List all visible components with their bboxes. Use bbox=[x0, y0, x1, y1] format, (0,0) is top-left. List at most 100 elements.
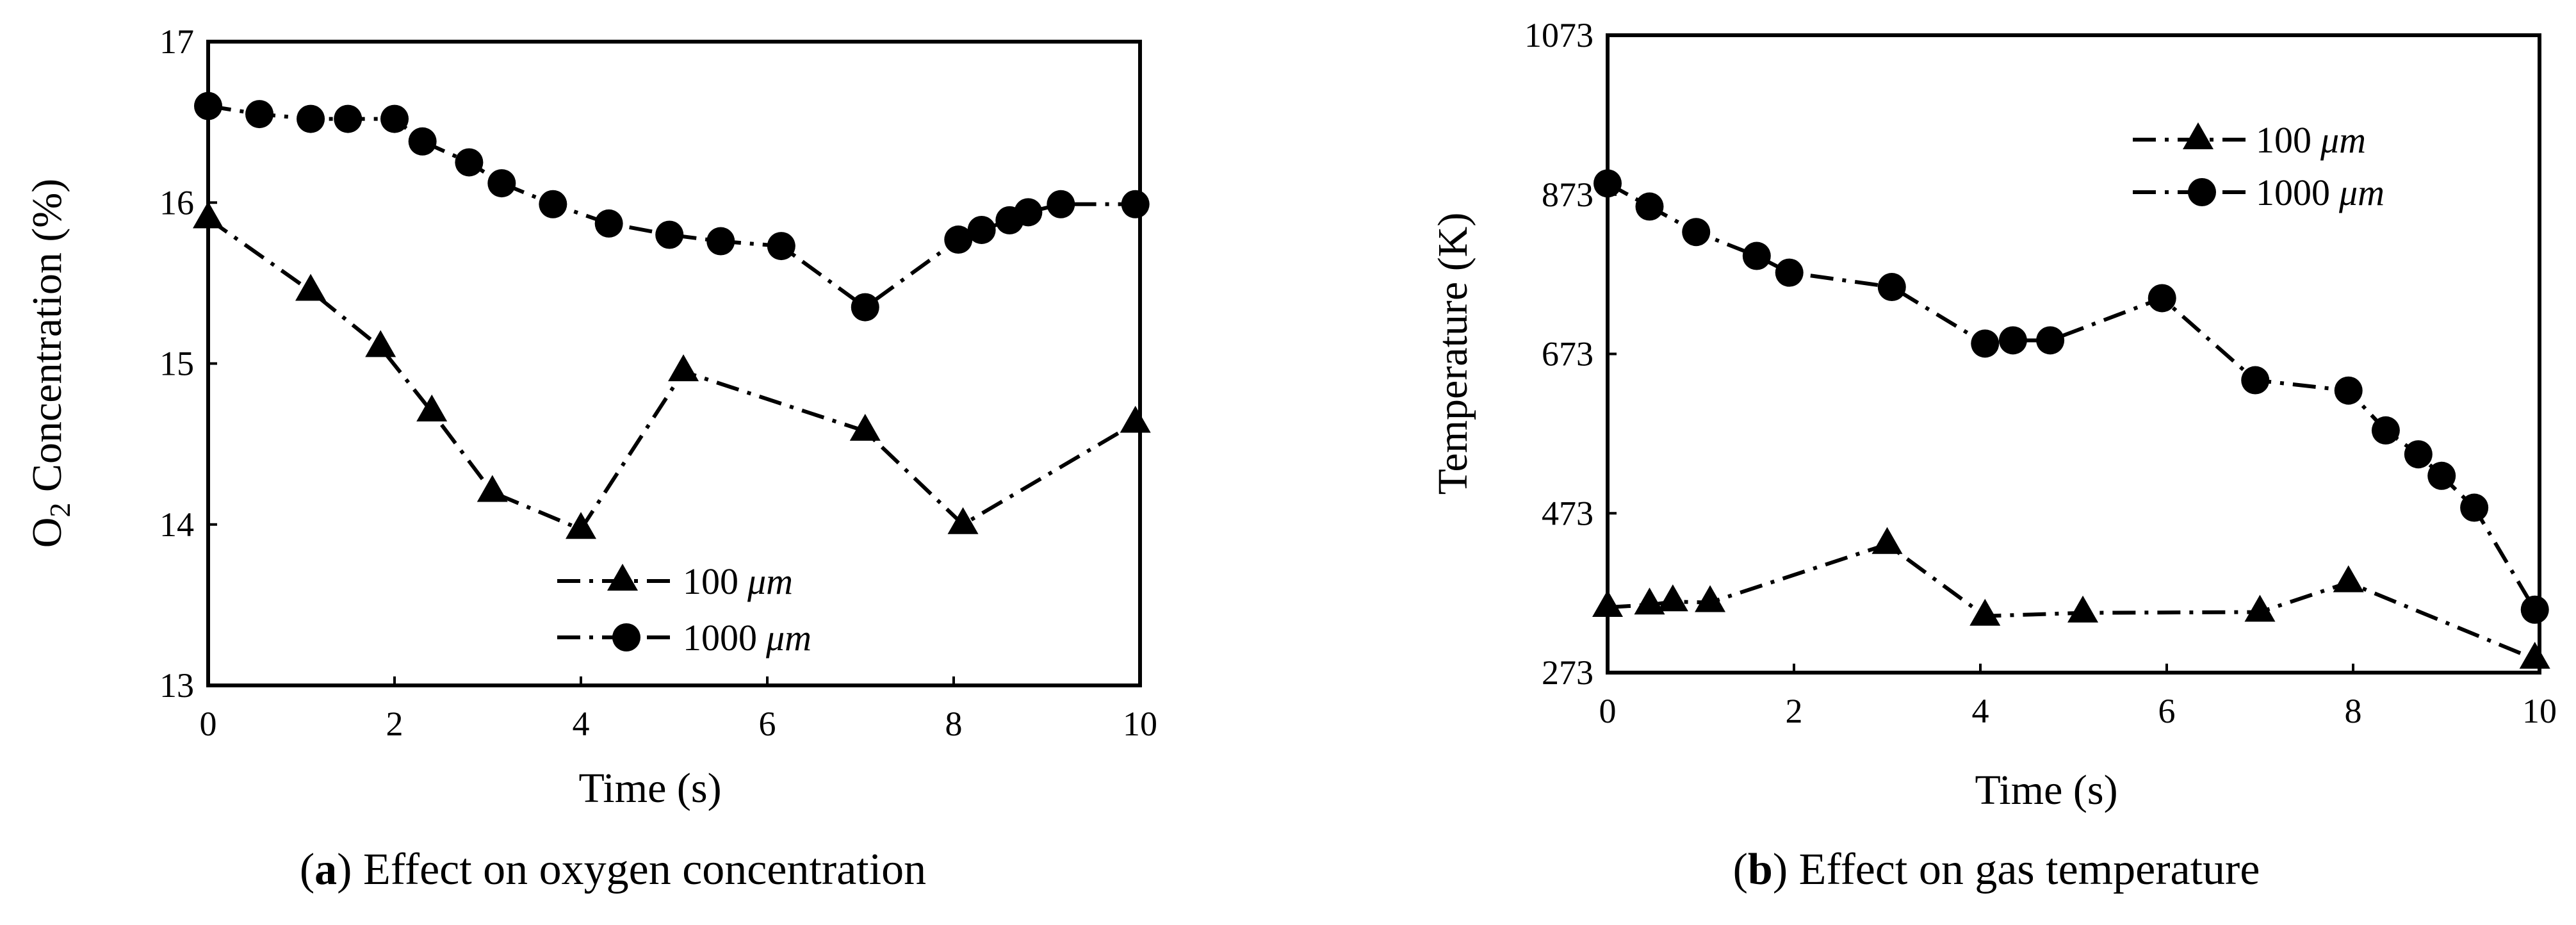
data-point-triangle bbox=[2333, 565, 2364, 593]
y-tick-label: 15 bbox=[159, 345, 194, 383]
x-tick-label: 10 bbox=[2522, 692, 2557, 730]
data-point-circle bbox=[1594, 169, 1622, 198]
legend-b-entry-100: 100 μm bbox=[2133, 119, 2366, 161]
data-point-circle bbox=[851, 293, 879, 322]
y-tick-label: 13 bbox=[159, 666, 194, 705]
series-line-circle bbox=[208, 104, 1136, 309]
data-point-triangle bbox=[1969, 598, 2001, 626]
x-axis-label-a: Time (s) bbox=[578, 765, 721, 812]
series-a bbox=[193, 92, 1151, 539]
y-tick-label: 17 bbox=[159, 22, 194, 61]
y-axis-label-a-subscript: 2 bbox=[44, 503, 76, 518]
y-axis-label-a: O2 Concentration (%) bbox=[24, 179, 76, 548]
legend-a-label-1000-unit: μm bbox=[765, 617, 811, 659]
data-point-circle bbox=[455, 148, 484, 177]
y-tick-label: 673 bbox=[1542, 335, 1594, 373]
y-tick-label: 16 bbox=[159, 183, 194, 222]
legend-a-label-1000-number: 1000 bbox=[683, 617, 757, 659]
series-b bbox=[1592, 169, 2550, 669]
x-tick-label: 2 bbox=[1786, 692, 1803, 730]
data-point-circle bbox=[1775, 258, 1804, 287]
legend-a-label-100: 100 μm bbox=[683, 561, 793, 602]
data-point-circle bbox=[1971, 329, 2000, 358]
data-point-circle bbox=[487, 169, 516, 198]
data-point-circle bbox=[1998, 326, 2027, 355]
data-point-circle bbox=[245, 100, 274, 129]
data-point-triangle bbox=[1657, 584, 1688, 612]
data-point-triangle bbox=[1695, 585, 1726, 612]
data-point-circle bbox=[2334, 376, 2363, 405]
data-point-circle bbox=[380, 104, 409, 133]
data-point-triangle bbox=[668, 354, 699, 382]
data-point-triangle bbox=[947, 507, 979, 534]
data-point-circle bbox=[334, 104, 363, 133]
data-point-circle bbox=[1682, 218, 1711, 247]
data-point-triangle bbox=[477, 475, 508, 502]
y-axis-label-b: Temperature (K) bbox=[1430, 213, 1476, 495]
legend-b-triangle-marker bbox=[2183, 122, 2213, 149]
x-tick-label: 4 bbox=[1972, 692, 1989, 730]
caption-a-letter: a bbox=[314, 845, 337, 894]
data-point-triangle bbox=[2067, 595, 2099, 623]
caption-a-text: Effect on oxygen concentration bbox=[363, 845, 926, 894]
legend-b-label-100: 100 μm bbox=[2256, 119, 2366, 161]
data-point-triangle bbox=[2519, 641, 2550, 669]
data-point-circle bbox=[408, 127, 437, 156]
data-point-triangle bbox=[1120, 405, 1151, 433]
legend-b-entry-1000: 1000 μm bbox=[2133, 172, 2384, 213]
y-axis-label-a-prefix: O bbox=[24, 518, 70, 548]
data-point-triangle bbox=[365, 330, 396, 357]
series-line-triangle bbox=[207, 217, 1137, 532]
legend-b-label-100-number: 100 bbox=[2256, 119, 2311, 161]
data-point-circle bbox=[944, 225, 973, 254]
legend-a: 100 μm 1000 μm bbox=[557, 561, 811, 659]
x-tick-label: 10 bbox=[1123, 705, 1157, 743]
y-tick-label: 273 bbox=[1542, 653, 1594, 692]
x-tick-label: 8 bbox=[945, 705, 963, 743]
legend-b-label-1000-number: 1000 bbox=[2256, 172, 2330, 213]
caption-b-letter: b bbox=[1748, 845, 1773, 894]
legend-b-label-1000: 1000 μm bbox=[2256, 172, 2384, 213]
caption-b-text: Effect on gas temperature bbox=[1799, 845, 2260, 894]
data-point-circle bbox=[706, 227, 735, 256]
legend-b-label-1000-unit: μm bbox=[2338, 172, 2384, 213]
y-tick-label: 14 bbox=[159, 505, 194, 544]
data-point-circle bbox=[1742, 241, 1771, 270]
data-point-circle bbox=[2036, 326, 2065, 355]
legend-a-entry-100: 100 μm bbox=[557, 561, 793, 602]
x-tick-label: 6 bbox=[759, 705, 776, 743]
data-point-circle bbox=[655, 220, 684, 249]
data-point-circle bbox=[594, 209, 623, 238]
data-point-circle bbox=[2404, 440, 2433, 469]
data-point-circle bbox=[539, 190, 567, 218]
series-line-triangle bbox=[1607, 542, 2536, 661]
data-point-circle bbox=[1877, 273, 1906, 302]
x-tick-label: 8 bbox=[2345, 692, 2362, 730]
data-point-triangle bbox=[193, 201, 224, 229]
y-tick-label: 473 bbox=[1542, 494, 1594, 532]
x-axis-label-b: Time (s) bbox=[1975, 767, 2117, 814]
x-tick-label: 0 bbox=[1599, 692, 1617, 730]
legend-a-triangle-marker bbox=[607, 564, 638, 591]
y-axis-ticks-b: 273 473 673 873 1073 bbox=[1524, 16, 1617, 692]
legend-a-entry-1000: 1000 μm bbox=[557, 617, 811, 659]
data-point-circle bbox=[2427, 461, 2456, 490]
data-point-triangle bbox=[1871, 527, 1903, 554]
data-point-triangle bbox=[566, 512, 596, 539]
data-point-triangle bbox=[1634, 587, 1665, 615]
panel-b-gas-temperature-chart: 273 473 673 873 1073 0 2 4 6 8 10 Time (s) Temper… bbox=[1430, 16, 2557, 894]
legend-b-label-100-unit: μm bbox=[2320, 119, 2366, 161]
y-tick-label: 1073 bbox=[1524, 16, 1594, 54]
caption-b: (b) Effect on gas temperature bbox=[1733, 845, 2260, 894]
x-axis-ticks-a: 0 2 4 6 8 10 bbox=[200, 676, 1157, 743]
data-point-circle bbox=[297, 104, 325, 133]
plot-area-a bbox=[206, 40, 1142, 687]
x-tick-label: 0 bbox=[200, 705, 217, 743]
data-point-triangle bbox=[295, 274, 327, 301]
data-point-circle bbox=[2241, 366, 2270, 395]
data-point-circle bbox=[194, 92, 222, 120]
data-point-triangle bbox=[849, 414, 881, 441]
x-tick-label: 6 bbox=[2158, 692, 2176, 730]
